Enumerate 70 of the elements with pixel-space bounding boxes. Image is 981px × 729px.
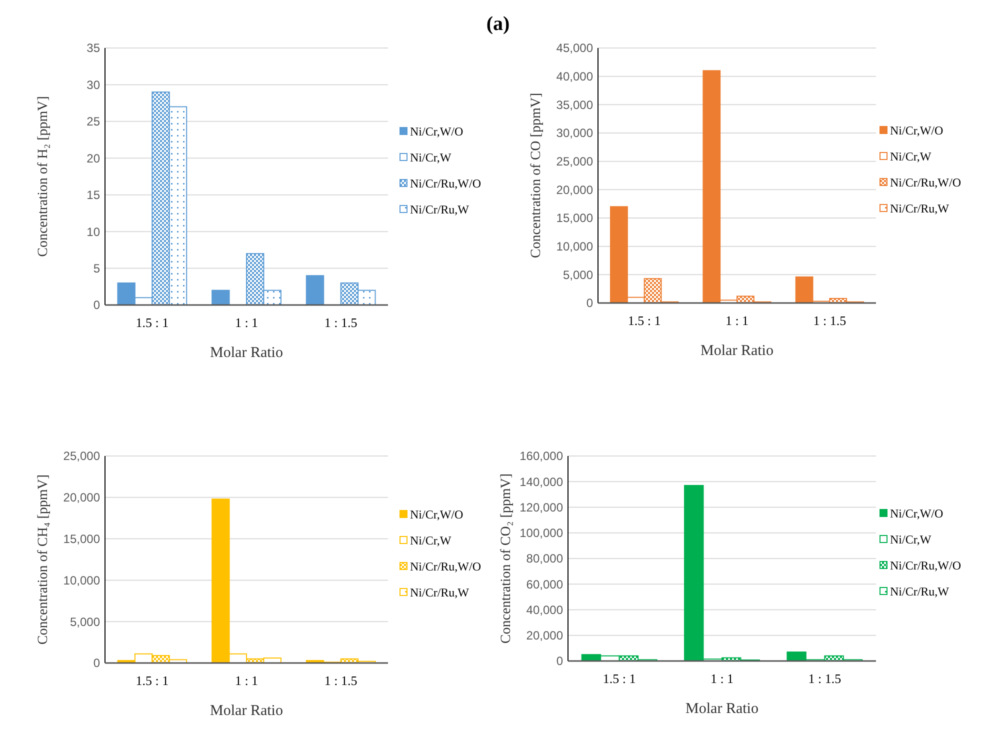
- legend-label: Ni/Cr/Ru,W/O: [410, 560, 482, 574]
- y-tick-label: 40,000: [556, 70, 594, 84]
- legend-label: Ni/Cr,W: [410, 534, 452, 548]
- y-tick-label: 10: [86, 224, 100, 239]
- y-tick-label: 25,000: [63, 449, 100, 464]
- y-tick-label: 15: [86, 188, 100, 202]
- legend-label: Ni/Cr,W/O: [410, 508, 464, 522]
- x-tick-label: 1 : 1: [234, 315, 258, 330]
- legend-label: Ni/Cr/Ru,W: [890, 202, 950, 216]
- legend-label: Ni/Cr/Ru,W: [890, 584, 950, 599]
- legend-label: Ni/Cr/Ru,W/O: [410, 176, 482, 191]
- x-axis-title: Molar Ratio: [686, 701, 758, 717]
- y-tick-label: 15,000: [63, 532, 100, 546]
- legend-label: Ni/Cr,W/O: [890, 506, 944, 521]
- legend-label: Ni/Cr,W/O: [890, 124, 944, 138]
- y-tick-label: 0: [556, 654, 564, 668]
- x-axis-title: Molar Ratio: [210, 703, 283, 719]
- x-tick-label: 1 : 1: [234, 673, 258, 688]
- y-tick-label: 100,000: [520, 526, 564, 540]
- y-tick-label: 10,000: [556, 240, 594, 254]
- x-tick-label: 1 : 1.5: [813, 313, 846, 328]
- x-axis-title: Molar Ratio: [210, 345, 283, 361]
- y-tick-label: 140,000: [520, 474, 564, 489]
- y-tick-label: 35: [86, 41, 100, 56]
- y-tick-label: 20,000: [526, 628, 564, 643]
- y-tick-label: 20: [86, 151, 100, 166]
- y-tick-label: 0: [586, 296, 594, 310]
- y-tick-label: 20,000: [63, 490, 100, 505]
- y-tick-label: 35,000: [556, 98, 594, 112]
- legend-label: Ni/Cr/Ru,W: [410, 586, 470, 600]
- y-tick-label: 10,000: [63, 573, 100, 588]
- y-tick-label: 160,000: [520, 449, 564, 464]
- y-tick-label: 120,000: [520, 500, 564, 514]
- x-tick-label: 1 : 1.5: [324, 315, 358, 330]
- legend-label: Ni/Cr,W: [410, 150, 452, 165]
- y-tick-label: 80,000: [526, 552, 564, 566]
- y-tick-label: 5,000: [70, 614, 100, 629]
- x-tick-label: 1.5 : 1: [628, 313, 661, 328]
- legend-label: Ni/Cr/Ru,W/O: [890, 176, 962, 190]
- y-tick-label: 25,000: [556, 154, 594, 169]
- legend-label: Ni/Cr,W: [890, 150, 932, 164]
- y-tick-label: 20,000: [556, 182, 594, 197]
- x-tick-label: 1 : 1.5: [324, 673, 358, 688]
- y-axis-title: Concentration of H₂ [ppmV]: [36, 96, 51, 257]
- y-tick-label: 0: [93, 298, 100, 312]
- y-axis-title: Concentration of CO [ppmV]: [529, 92, 544, 258]
- legend-label: Ni/Cr/Ru,W/O: [890, 558, 962, 573]
- x-tick-label: 1.5 : 1: [136, 673, 169, 688]
- x-tick-label: 1.5 : 1: [136, 315, 169, 330]
- x-tick-label: 1 : 1: [725, 313, 749, 328]
- y-axis-title: Concentration of CH₄ [ppmV]: [36, 474, 51, 645]
- y-tick-label: 25: [86, 114, 100, 129]
- text: (a): [486, 13, 510, 35]
- y-tick-label: 5: [93, 261, 100, 276]
- y-tick-label: 5,000: [562, 268, 594, 282]
- x-tick-label: 1 : 1: [710, 671, 734, 686]
- legend-label: Ni/Cr,W/O: [410, 124, 464, 139]
- x-tick-label: 1 : 1.5: [808, 671, 842, 686]
- y-tick-label: 60,000: [526, 577, 564, 592]
- y-tick-label: 30,000: [556, 126, 594, 140]
- y-tick-label: 45,000: [556, 41, 594, 56]
- y-axis-title: Concentration of CO₂ [ppmV]: [499, 473, 514, 644]
- y-tick-label: 40,000: [526, 602, 564, 617]
- y-tick-label: 15,000: [556, 211, 594, 226]
- legend-label: Ni/Cr,W: [890, 532, 932, 547]
- x-tick-label: 1.5 : 1: [602, 671, 636, 686]
- x-axis-title: Molar Ratio: [700, 343, 774, 359]
- y-tick-label: 0: [93, 656, 100, 670]
- legend-label: Ni/Cr/Ru,W: [410, 202, 470, 217]
- y-tick-label: 30: [86, 78, 100, 92]
